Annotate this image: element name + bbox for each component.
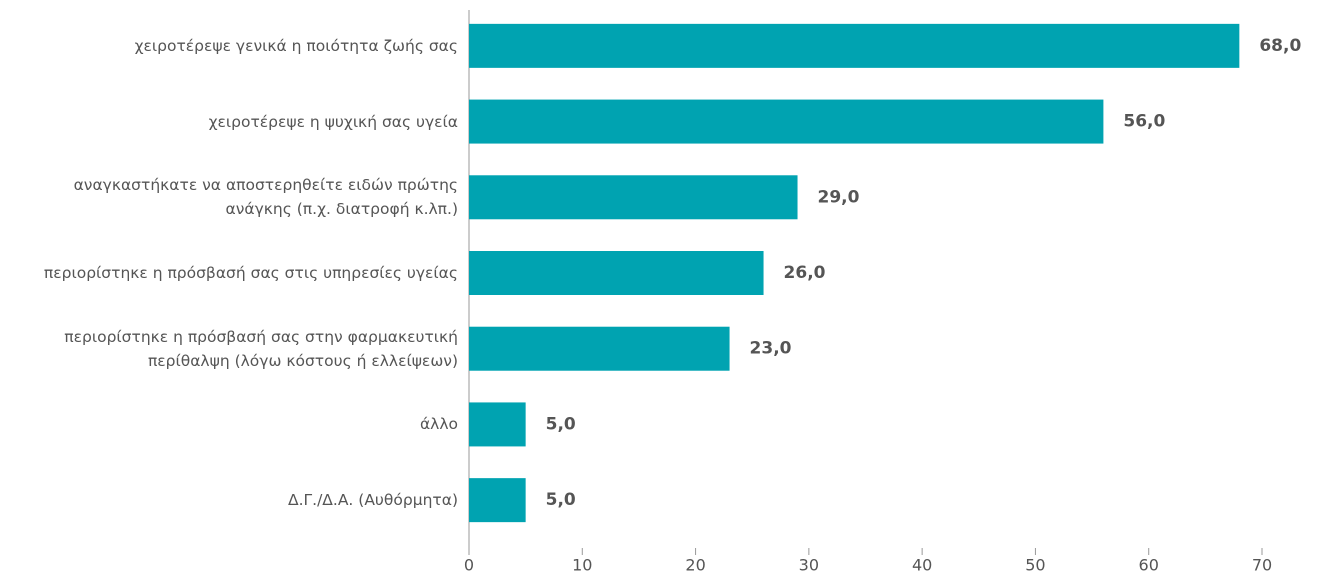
category-label: αναγκαστήκατε να αποστερηθείτε ειδών πρώ… xyxy=(73,176,458,219)
x-tick-label: 50 xyxy=(1025,556,1045,574)
bar xyxy=(469,99,1104,144)
value-label: 68,0 xyxy=(1259,36,1301,56)
bar xyxy=(469,402,526,447)
value-label: 26,0 xyxy=(784,263,826,283)
x-tick-label: 0 xyxy=(464,556,474,574)
x-tick-label: 60 xyxy=(1139,556,1159,574)
bar xyxy=(469,23,1240,68)
category-label: Δ.Γ./Δ.Α. (Αυθόρμητα) xyxy=(287,491,458,510)
value-label: 56,0 xyxy=(1123,112,1165,132)
value-label: 23,0 xyxy=(750,339,792,359)
bar xyxy=(469,251,764,295)
x-tick-label: 40 xyxy=(912,556,932,574)
x-tick-label: 30 xyxy=(799,556,819,574)
category-label: άλλο xyxy=(419,415,458,434)
category-label: περιορίστηκε η πρόσβασή σας στην φαρμακε… xyxy=(64,327,458,370)
category-label: χειροτέρεψε γενικά η ποιότητα ζωής σας xyxy=(134,36,458,55)
category-label: περιορίστηκε η πρόσβασή σας στις υπηρεσί… xyxy=(43,264,458,282)
x-tick-label: 10 xyxy=(572,556,592,574)
x-tick-label: 20 xyxy=(685,556,705,574)
value-label: 5,0 xyxy=(546,490,576,510)
value-label: 29,0 xyxy=(818,187,860,207)
bar xyxy=(469,478,526,523)
bar xyxy=(469,175,798,220)
category-label: χειροτέρεψε η ψυχική σας υγεία xyxy=(208,112,458,131)
value-label: 5,0 xyxy=(546,414,576,434)
x-tick-label: 70 xyxy=(1252,556,1272,574)
bar xyxy=(469,326,730,371)
